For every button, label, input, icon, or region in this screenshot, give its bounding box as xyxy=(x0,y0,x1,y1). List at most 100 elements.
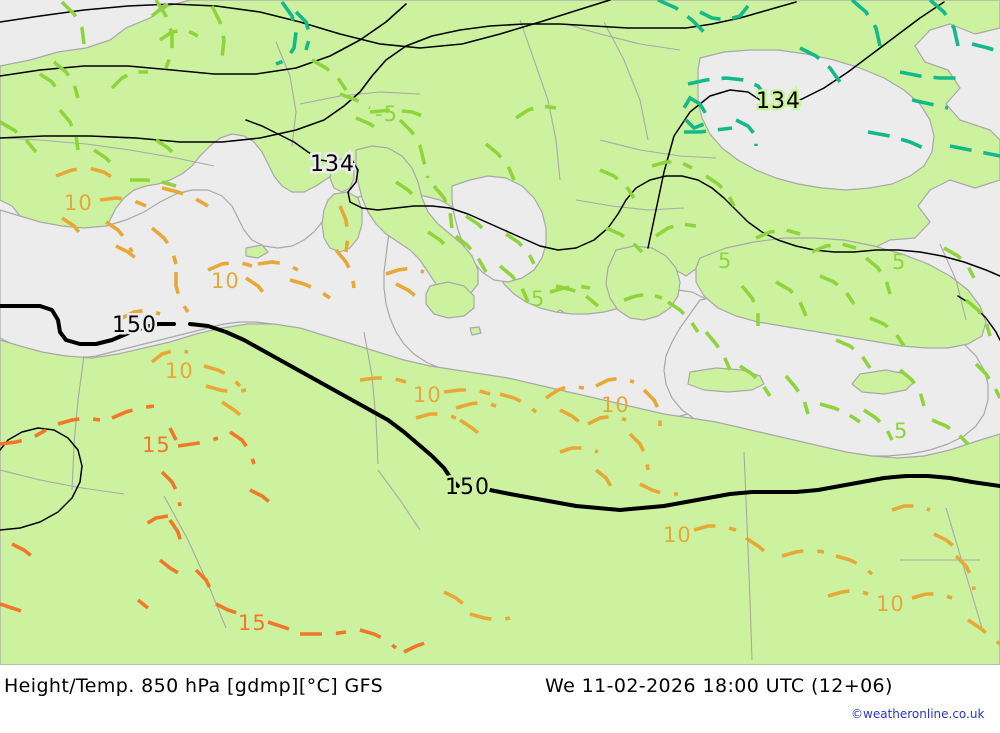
temp-contour-10 xyxy=(628,432,650,471)
temp-contour-minus10-layer xyxy=(275,0,1000,158)
temp-contour-5 xyxy=(655,222,697,238)
temp-contour-minus5 xyxy=(150,0,179,18)
height-contour-134-ne xyxy=(647,89,761,249)
temp-contour-minus10 xyxy=(799,46,842,84)
temp-contour-10 xyxy=(359,376,407,384)
temp-contour-minus10 xyxy=(684,126,733,134)
temp-contour-minus10 xyxy=(682,95,708,131)
temp-label: 15 xyxy=(238,611,267,635)
height-contour-150-thick xyxy=(0,304,176,346)
temp-contour-15 xyxy=(158,558,181,576)
temp-contour-10 xyxy=(55,166,117,182)
temp-contour-minus5 xyxy=(210,5,226,59)
copyright-notice[interactable]: ©weatheronline.co.uk xyxy=(851,707,985,721)
temp-contour-15 xyxy=(229,430,256,465)
temp-contour-5 xyxy=(819,402,861,424)
border-morocco-sahara xyxy=(0,469,125,495)
temp-label: 5 xyxy=(894,419,908,443)
temp-label: 10 xyxy=(211,269,240,293)
temp-contour-minus5 xyxy=(110,70,148,90)
product-title: Height/Temp. 850 hPa [gdmp][°C] GFS xyxy=(4,675,384,697)
temp-contour-minus10 xyxy=(687,76,768,98)
temp-label-group: -5 5 5 5 5 10 10 10 10 10 10 10 15 15 xyxy=(64,102,908,635)
temp-contour-5-layer xyxy=(355,116,1000,446)
temp-contour-10 xyxy=(385,266,425,276)
border-iberia-france xyxy=(3,137,215,167)
temp-contour-10 xyxy=(781,548,825,558)
temp-contour-10 xyxy=(587,414,627,426)
temp-contour-5 xyxy=(869,316,906,347)
temp-contour-15 xyxy=(111,404,155,420)
temp-contour-minus5 xyxy=(93,148,118,170)
temp-label: 10 xyxy=(663,523,692,547)
temp-contour-10 xyxy=(221,400,246,420)
temp-contour-15 xyxy=(267,620,293,632)
border-balkans-2 xyxy=(565,23,681,51)
land-cyprus xyxy=(851,369,915,395)
temp-contour-minus10 xyxy=(850,0,882,47)
temp-contour-5 xyxy=(623,292,663,302)
map-canvas[interactable]: 134 134 150 150 -5 5 5 5 5 10 10 10 10 1… xyxy=(0,0,1000,665)
temp-contour-15 xyxy=(11,542,36,560)
temp-contour-minus10 xyxy=(949,144,1000,158)
temp-contour-minus10 xyxy=(867,130,929,152)
temp-contour-10 xyxy=(121,308,161,320)
temp-contour-5 xyxy=(964,298,992,337)
temp-contour-15 xyxy=(249,488,274,506)
temp-contour-minus5 xyxy=(58,108,80,151)
temp-contour-minus5 xyxy=(454,234,488,273)
border-greece-north xyxy=(575,199,685,211)
height-contour-line xyxy=(0,0,611,49)
height-contour-line xyxy=(0,1,797,143)
temp-contour-minus10 xyxy=(971,42,1000,54)
border-turkey-east xyxy=(939,243,967,321)
temp-contour-10 xyxy=(61,216,84,238)
temp-label: 10 xyxy=(601,393,630,417)
temp-contour-10 xyxy=(469,612,511,622)
temp-contour-5 xyxy=(705,174,736,207)
land-corsica xyxy=(329,157,355,193)
height-contour-line xyxy=(0,3,407,77)
temp-contour-5 xyxy=(427,230,452,252)
temp-label: -5 xyxy=(375,102,398,126)
temp-contour-5 xyxy=(505,232,536,265)
temp-contour-minus5 xyxy=(515,104,557,120)
land-north-africa xyxy=(0,323,1000,665)
land-turkey xyxy=(695,237,987,349)
temp-contour-5 xyxy=(355,116,383,134)
temp-contour-5 xyxy=(549,284,591,294)
temp-contour-15 xyxy=(194,568,214,593)
temp-contour-10 xyxy=(595,376,635,388)
temp-contour-minus10 xyxy=(928,0,960,47)
temp-contour-15 xyxy=(215,602,241,616)
temp-contour-5 xyxy=(395,180,420,202)
height-contour-150-thick xyxy=(188,322,460,488)
temp-contour-15 xyxy=(160,470,182,507)
temp-contour-15 xyxy=(168,427,178,441)
map-svg: 134 134 150 150 -5 5 5 5 5 10 10 10 10 1… xyxy=(0,0,1000,665)
temp-contour-5 xyxy=(465,214,490,236)
height-label: 150 xyxy=(445,475,490,500)
temp-contour-5 xyxy=(755,228,801,240)
temp-contour-5 xyxy=(739,364,772,397)
border-algeria-tunisia xyxy=(363,331,379,465)
land-detail-layer xyxy=(0,145,1000,665)
temp-contour-minus5 xyxy=(130,178,177,188)
temp-contour-15 xyxy=(145,514,169,526)
height-label: 150 xyxy=(112,313,157,338)
border-france-germany xyxy=(275,41,297,147)
temp-contour-minus5 xyxy=(498,264,530,303)
temp-contour-5 xyxy=(835,338,872,369)
temp-contour-5 xyxy=(775,280,808,317)
temp-contour-minus5 xyxy=(0,120,38,154)
temp-contour-10 xyxy=(105,220,134,253)
temp-contour-10 xyxy=(395,282,420,300)
border-balkans-1 xyxy=(519,19,561,181)
temp-contour-10 xyxy=(545,384,585,400)
temp-contour-5 xyxy=(667,300,700,333)
temp-contour-5 xyxy=(931,418,970,446)
land-malta xyxy=(469,326,482,336)
temp-contour-10 xyxy=(150,226,178,265)
temp-label: 15 xyxy=(142,433,171,457)
